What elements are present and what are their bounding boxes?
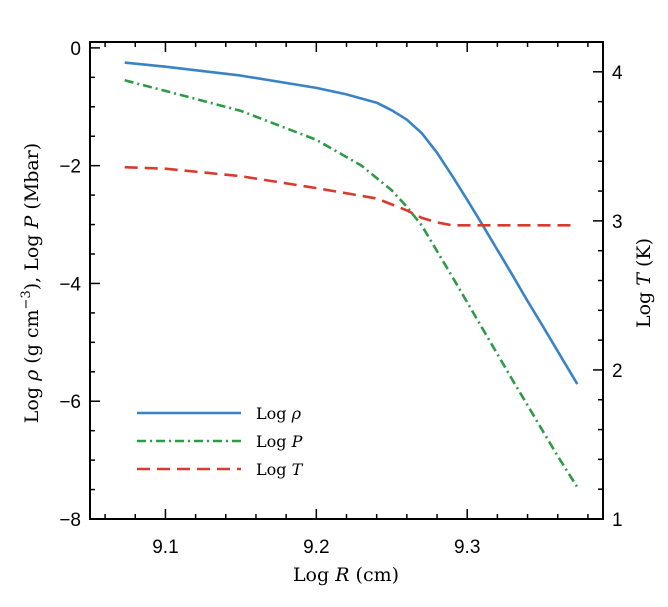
legend-label-p: Log P xyxy=(256,432,303,451)
plot-frame xyxy=(89,41,604,520)
series-line-p xyxy=(124,79,579,488)
right-y-tick-label: 4 xyxy=(612,63,623,84)
x-axis-title: Log R (cm) xyxy=(293,564,399,586)
right-y-axis-title: Log T (K) xyxy=(633,238,655,328)
x-tick-label: 9.1 xyxy=(152,537,178,558)
left-y-axis-title: Log ρ (g cm−3), Log P (Mbar) xyxy=(19,143,43,423)
left-y-tick-label: −4 xyxy=(59,274,81,295)
series-line-rho xyxy=(124,61,579,385)
legend-label-t: Log T xyxy=(256,460,304,479)
x-tick-label: 9.3 xyxy=(454,537,480,558)
legend-label-rho: Log ρ xyxy=(256,404,302,423)
right-y-tick-label: 1 xyxy=(612,510,623,531)
left-y-tick-label: −6 xyxy=(59,392,81,413)
series-line-t xyxy=(124,165,578,227)
x-tick-label: 9.2 xyxy=(303,537,329,558)
right-y-tick-label: 2 xyxy=(612,361,623,382)
left-y-tick-label: −2 xyxy=(59,157,81,178)
right-y-tick-label: 3 xyxy=(612,212,623,233)
left-y-tick-label: 0 xyxy=(70,39,81,60)
legend: Log ρ Log P Log T xyxy=(137,404,304,479)
left-y-tick-label: −8 xyxy=(59,510,81,531)
